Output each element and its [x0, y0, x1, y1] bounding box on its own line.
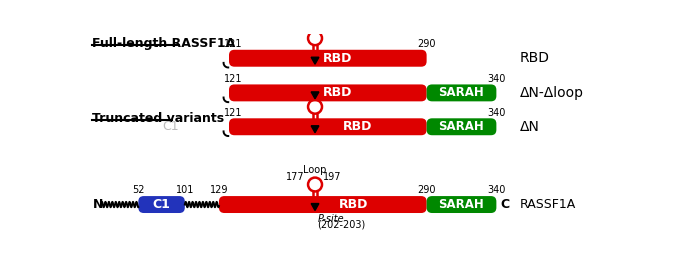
Text: 101: 101 — [175, 185, 194, 195]
Text: Full-length RASSF1A: Full-length RASSF1A — [92, 38, 235, 50]
Text: P-site: P-site — [317, 214, 344, 224]
FancyBboxPatch shape — [219, 196, 427, 213]
Text: 340: 340 — [487, 108, 506, 118]
Text: ΔN-Δloop: ΔN-Δloop — [520, 86, 584, 100]
Text: ΔN: ΔN — [520, 120, 540, 134]
Text: 177: 177 — [286, 172, 304, 182]
FancyBboxPatch shape — [229, 85, 427, 101]
Text: RASSF1A: RASSF1A — [520, 198, 576, 211]
Text: 121: 121 — [223, 74, 242, 84]
Text: N: N — [93, 198, 103, 211]
FancyBboxPatch shape — [229, 118, 427, 135]
Text: 340: 340 — [487, 185, 506, 195]
Text: SARAH: SARAH — [438, 87, 484, 99]
Polygon shape — [311, 57, 319, 64]
Text: Loop: Loop — [303, 165, 327, 175]
FancyBboxPatch shape — [427, 85, 497, 101]
FancyBboxPatch shape — [427, 196, 497, 213]
Text: RBD: RBD — [520, 51, 549, 65]
Text: RBD: RBD — [339, 198, 369, 211]
Text: 129: 129 — [210, 185, 228, 195]
Text: 121: 121 — [223, 108, 242, 118]
Text: 290: 290 — [417, 185, 436, 195]
FancyBboxPatch shape — [427, 118, 497, 135]
Text: SARAH: SARAH — [438, 120, 484, 133]
FancyBboxPatch shape — [138, 196, 185, 213]
Text: 52: 52 — [132, 185, 145, 195]
Text: 340: 340 — [487, 74, 506, 84]
FancyBboxPatch shape — [229, 50, 427, 67]
Text: 121: 121 — [223, 39, 242, 49]
Polygon shape — [311, 92, 319, 99]
Polygon shape — [311, 126, 319, 133]
Text: 290: 290 — [417, 39, 436, 49]
Polygon shape — [311, 204, 319, 211]
Text: C1: C1 — [153, 198, 171, 211]
Text: Truncated variants: Truncated variants — [92, 112, 224, 125]
Text: 197: 197 — [323, 172, 341, 182]
Text: RBD: RBD — [342, 120, 372, 133]
Text: RBD: RBD — [323, 52, 352, 65]
Text: SARAH: SARAH — [438, 198, 484, 211]
Text: C: C — [500, 198, 510, 211]
Text: RBD: RBD — [323, 87, 352, 99]
Text: (202-203): (202-203) — [317, 220, 366, 230]
Text: C1: C1 — [162, 120, 179, 133]
